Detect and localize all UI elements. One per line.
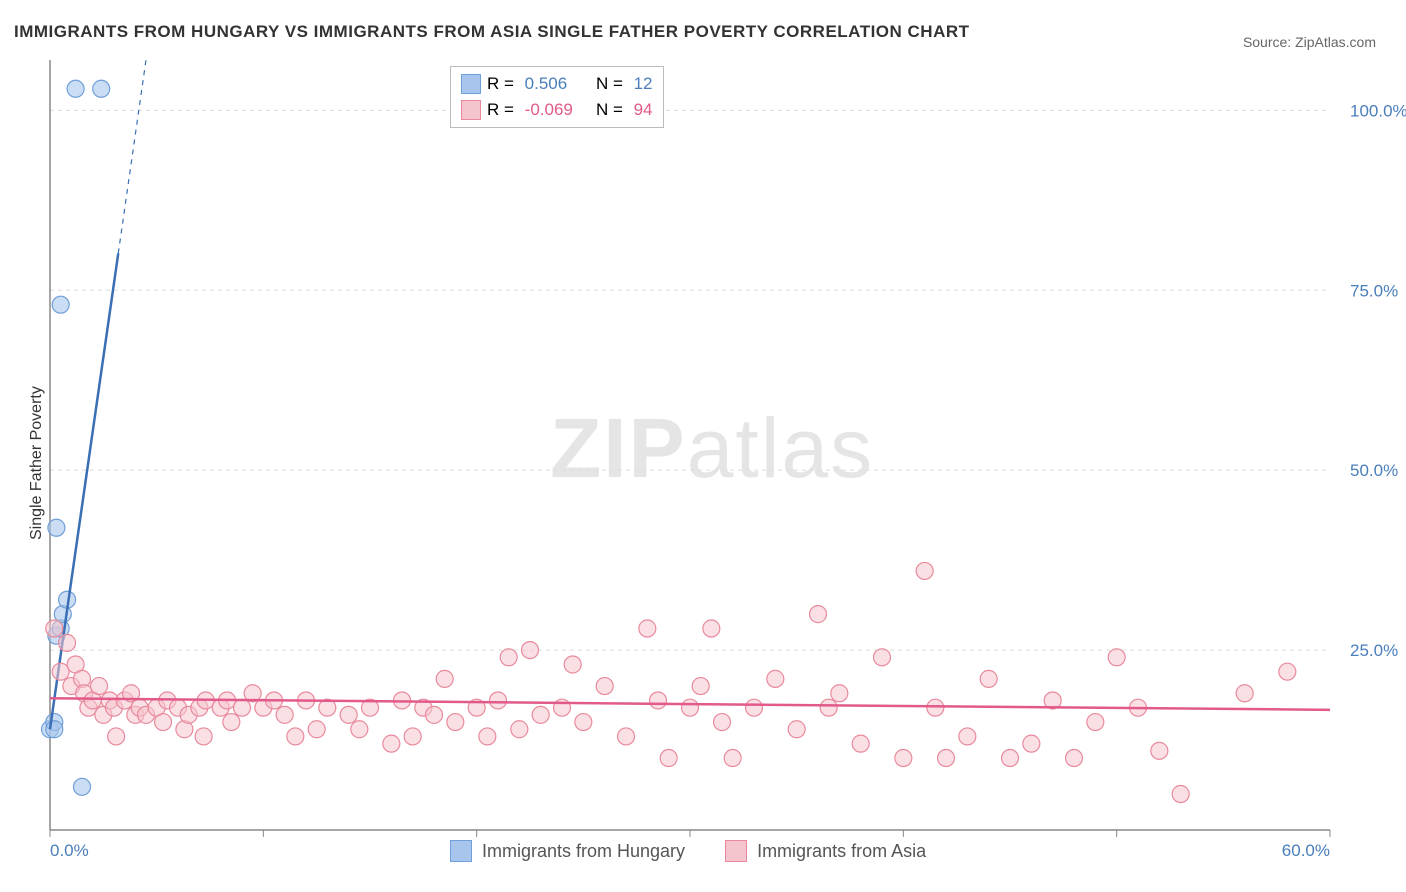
- legend-swatch-icon: [461, 74, 481, 94]
- series-legend-item: Immigrants from Hungary: [450, 840, 685, 862]
- legend-r-value: -0.069: [520, 100, 590, 120]
- legend-r-label: R =: [487, 100, 514, 120]
- svg-text:75.0%: 75.0%: [1350, 281, 1398, 300]
- series-legend-label: Immigrants from Asia: [757, 841, 926, 862]
- series-legend: Immigrants from Hungary Immigrants from A…: [450, 840, 926, 862]
- series-legend-label: Immigrants from Hungary: [482, 841, 685, 862]
- chart-container: IMMIGRANTS FROM HUNGARY VS IMMIGRANTS FR…: [0, 0, 1406, 892]
- scatter-chart: 25.0% 50.0% 75.0% 100.0% 0.0% 60.0%: [0, 0, 1406, 892]
- svg-text:25.0%: 25.0%: [1350, 641, 1398, 660]
- correlation-legend: R = 0.506 N = 12 R = -0.069 N = 94: [450, 66, 664, 128]
- legend-n-label: N =: [596, 74, 623, 94]
- svg-text:60.0%: 60.0%: [1282, 841, 1330, 860]
- legend-n-value: 12: [629, 74, 653, 94]
- legend-row: R = 0.506 N = 12: [461, 71, 653, 97]
- svg-text:100.0%: 100.0%: [1350, 101, 1406, 120]
- series-legend-item: Immigrants from Asia: [725, 840, 926, 862]
- legend-n-value: 94: [629, 100, 653, 120]
- svg-text:0.0%: 0.0%: [50, 841, 89, 860]
- legend-swatch-icon: [725, 840, 747, 862]
- svg-text:50.0%: 50.0%: [1350, 461, 1398, 480]
- legend-r-value: 0.506: [520, 74, 590, 94]
- legend-swatch-icon: [461, 100, 481, 120]
- legend-r-label: R =: [487, 74, 514, 94]
- legend-swatch-icon: [450, 840, 472, 862]
- legend-n-label: N =: [596, 100, 623, 120]
- legend-row: R = -0.069 N = 94: [461, 97, 653, 123]
